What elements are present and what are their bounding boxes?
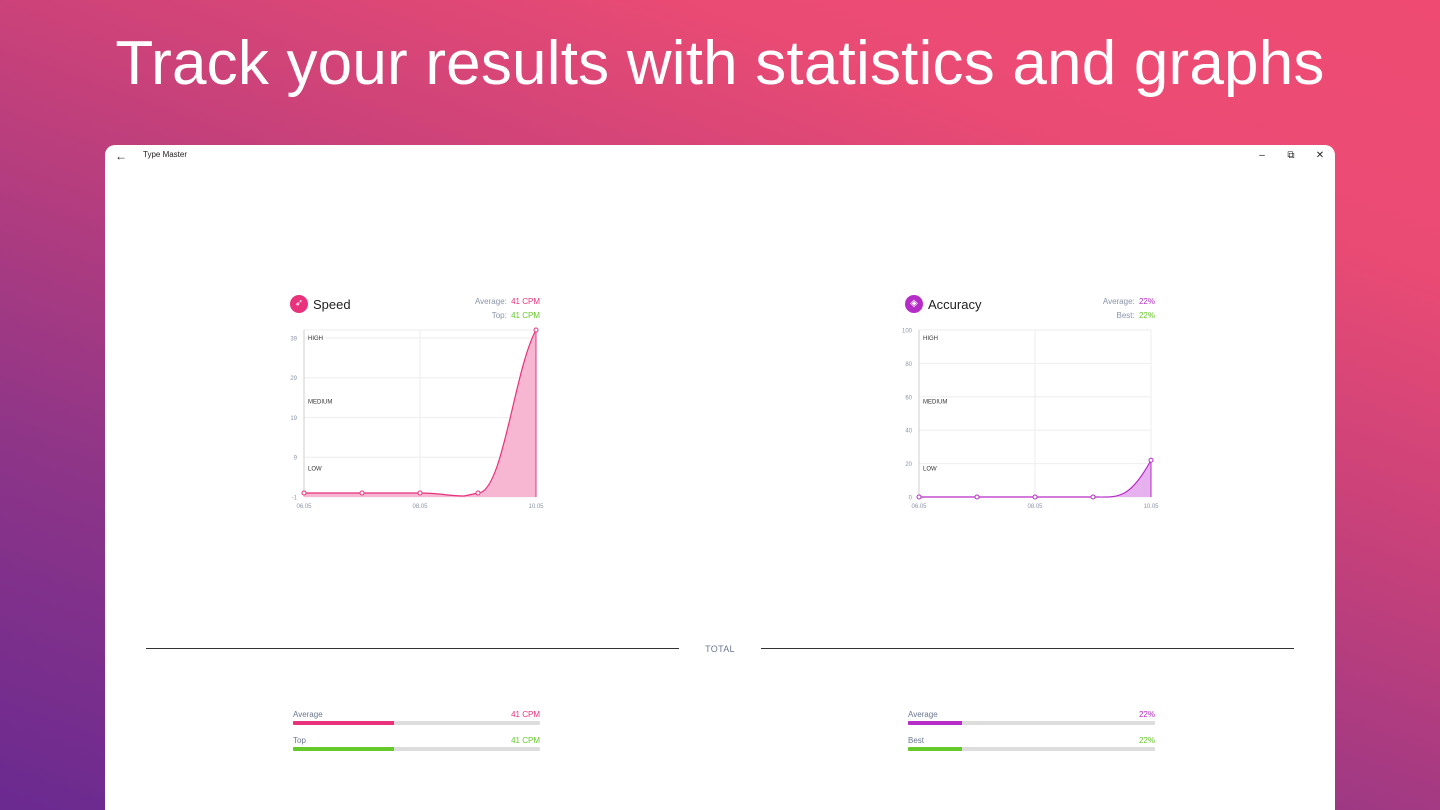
speed-progress-track — [293, 721, 540, 725]
total-divider-left — [146, 648, 679, 649]
speed-y-tick-label: 19 — [290, 416, 297, 422]
target-icon: ◈ — [905, 295, 923, 313]
accuracy-card: ◈ Accuracy Average: 22% Best: 22% 0 20 40 6… — [902, 292, 1163, 522]
accuracy-totals: Average 22% Best 22% — [908, 708, 1158, 760]
speed-total-label: Average — [293, 710, 323, 719]
speed-average-value: 41 CPM — [511, 297, 540, 306]
accuracy-average-label: Average: — [1102, 297, 1135, 306]
speed-y-tick-label: 29 — [290, 376, 297, 382]
speed-totals: Average 41 CPM Top 41 CPM — [293, 708, 543, 760]
app-title: Type Master — [143, 150, 188, 159]
speed-data-point[interactable] — [475, 490, 481, 496]
speed-y-tick-label: 9 — [294, 456, 298, 462]
close-button[interactable]: ✕ — [1315, 150, 1325, 161]
accuracy-y-tick-label: 0 — [909, 496, 913, 502]
speed-x-tick-label: 10.05 — [528, 504, 544, 510]
speed-progress-fill — [293, 721, 395, 725]
accuracy-average-stat: Average: 22% — [1103, 297, 1155, 306]
accuracy-progress-fill — [908, 747, 963, 751]
speed-progress-track — [293, 747, 540, 751]
accuracy-best-stat: Best: 22% — [1117, 311, 1155, 320]
speed-average-label: Average: — [474, 297, 507, 306]
accuracy-y-tick-label: 80 — [905, 362, 912, 368]
speed-average-stat: Average: 41 CPM — [475, 297, 540, 306]
accuracy-total-value: 22% — [1138, 736, 1155, 745]
accuracy-progress-track — [908, 747, 1155, 751]
speed-data-point[interactable] — [533, 327, 539, 333]
accuracy-data-point[interactable] — [1148, 457, 1154, 463]
minimize-button[interactable]: – — [1259, 150, 1265, 161]
accuracy-x-tick-label: 08.05 — [1027, 504, 1043, 510]
app-window: ← Type Master – ⧉ ✕ ➶ Speed Average: 41 … — [105, 145, 1335, 810]
accuracy-progress-track — [908, 721, 1155, 725]
accuracy-total-row-best: Best 22% — [908, 734, 1158, 760]
accuracy-chart: 0 20 40 60 80 100 HIGH MEDIUM LOW 06.05 08.05 10.05 — [902, 329, 1159, 511]
accuracy-data-point[interactable] — [916, 494, 922, 500]
accuracy-band-high: HIGH — [923, 336, 938, 342]
speed-total-label: Top — [293, 736, 306, 745]
speed-total-value: 41 CPM — [511, 736, 540, 745]
accuracy-x-tick-label: 06.05 — [911, 504, 927, 510]
speed-band-medium: MEDIUM — [308, 399, 332, 405]
accuracy-data-point[interactable] — [1032, 494, 1038, 500]
accuracy-total-value: 22% — [1138, 710, 1155, 719]
accuracy-area-fill — [919, 460, 1151, 498]
total-divider-right — [761, 648, 1294, 649]
speed-x-tick-label: 08.05 — [412, 504, 428, 510]
accuracy-y-tick-label: 60 — [905, 395, 912, 401]
accuracy-series-line — [919, 459, 1152, 498]
restore-button[interactable]: ⧉ — [1287, 150, 1295, 161]
speed-chart: -1 9 19 29 39 HIGH MEDIUM LOW 06.05 08.05 10.05 — [290, 327, 544, 510]
speed-band-high: HIGH — [308, 336, 323, 342]
speed-total-row-top: Top 41 CPM — [293, 734, 543, 760]
accuracy-progress-fill — [908, 721, 963, 725]
accuracy-title: Accuracy — [928, 297, 982, 312]
speed-band-low: LOW — [308, 466, 322, 472]
speed-top-label: Top: — [491, 311, 507, 320]
title-bar: ← Type Master – ⧉ ✕ — [105, 145, 1335, 167]
speed-title: Speed — [313, 297, 351, 312]
speed-y-tick-label: 39 — [290, 336, 297, 342]
accuracy-band-low: LOW — [923, 466, 937, 472]
accuracy-total-row-average: Average 22% — [908, 708, 1158, 734]
accuracy-data-point[interactable] — [1090, 494, 1096, 500]
speed-top-value: 41 CPM — [511, 311, 540, 320]
accuracy-average-value: 22% — [1138, 297, 1155, 306]
accuracy-y-tick-label: 100 — [902, 329, 913, 335]
accuracy-x-tick-label: 10.05 — [1143, 504, 1159, 510]
hero-title: Track your results with statistics and g… — [115, 29, 1325, 98]
speed-data-point[interactable] — [301, 490, 307, 496]
accuracy-y-tick-label: 20 — [905, 462, 912, 468]
speed-data-point[interactable] — [417, 490, 423, 496]
total-label: TOTAL — [705, 644, 735, 654]
speed-area-fill — [304, 330, 536, 497]
back-arrow-icon[interactable]: ← — [115, 149, 127, 163]
speed-series-line — [304, 329, 537, 497]
speed-y-tick-label: -1 — [292, 496, 298, 502]
rocket-icon: ➶ — [290, 295, 308, 313]
accuracy-data-point[interactable] — [974, 494, 980, 500]
accuracy-best-value: 22% — [1138, 311, 1155, 320]
accuracy-band-medium: MEDIUM — [923, 399, 947, 405]
accuracy-y-tick-label: 40 — [905, 429, 912, 435]
speed-x-tick-label: 06.05 — [296, 504, 312, 510]
speed-data-point[interactable] — [359, 490, 365, 496]
accuracy-total-label: Average — [908, 710, 938, 719]
speed-total-row-average: Average 41 CPM — [293, 708, 543, 734]
accuracy-total-label: Best — [908, 736, 925, 745]
speed-card: ➶ Speed Average: 41 CPM Top: 41 CPM -1 9 1… — [288, 292, 548, 522]
speed-progress-fill — [293, 747, 395, 751]
speed-total-value: 41 CPM — [511, 710, 540, 719]
speed-top-stat: Top: 41 CPM — [492, 311, 540, 320]
accuracy-best-label: Best: — [1116, 311, 1135, 320]
